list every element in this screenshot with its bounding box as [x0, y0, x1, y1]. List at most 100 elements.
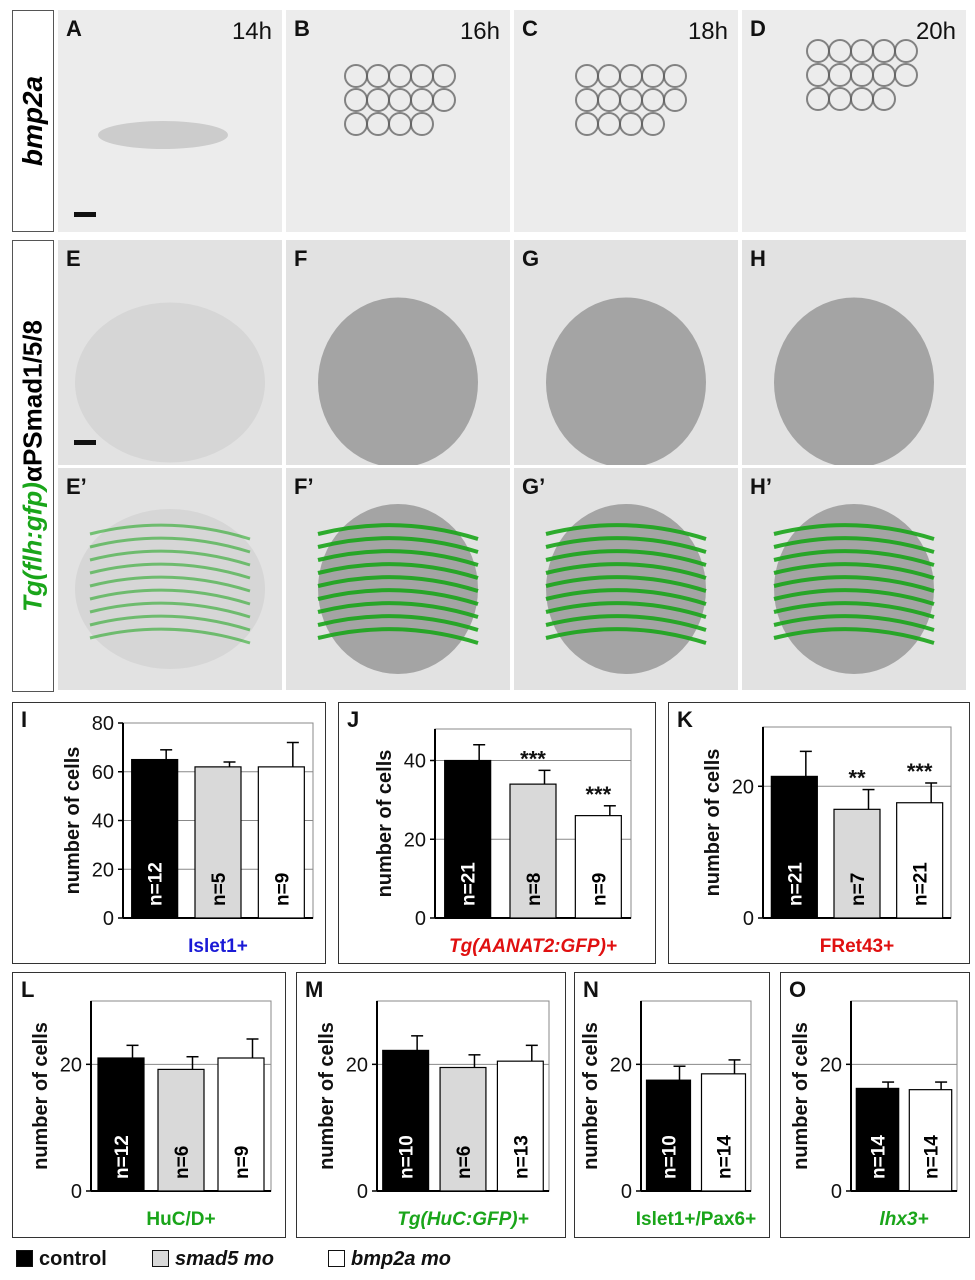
n-label: n=12: [146, 862, 167, 906]
n-label: n=7: [848, 873, 869, 906]
legend-bmp2a-label: bmp2a mo: [351, 1248, 452, 1270]
y-tick-label: 0: [743, 908, 754, 930]
chart-panel-letter: J: [347, 707, 360, 732]
micro-image-2: [344, 64, 456, 136]
legend-control-swatch: [16, 1250, 33, 1267]
micro-panel-letter: E’: [66, 474, 87, 499]
bar-control: [770, 775, 818, 919]
micro-panel-2: B 16h: [286, 10, 510, 232]
n-label: n=5: [209, 872, 230, 906]
row-label-psmad-text: Tg(flh:gfp)αPSmad1/5/8: [18, 320, 49, 612]
y-tick-label: 0: [71, 1181, 82, 1203]
micro-image-1: [98, 121, 228, 149]
x-axis-label: lhx3+: [879, 1209, 928, 1230]
y-axis-label: number of cells: [580, 1022, 602, 1170]
row-label-bmp2a: bmp2a: [12, 10, 54, 232]
legend: control smad5 mo bmp2a mo: [12, 1248, 972, 1276]
bar-control: [444, 759, 492, 919]
y-tick-label: 60: [92, 762, 114, 784]
y-tick-label: 20: [404, 829, 426, 851]
bar-control: [131, 758, 179, 919]
legend-smad5-label: smad5 mo: [175, 1248, 274, 1270]
bar-bmp2a-mo: [700, 1073, 747, 1192]
micro-panel-letter: A: [66, 16, 82, 41]
n-label: n=14: [922, 1135, 943, 1179]
micro-image-10: [317, 504, 479, 674]
legend-smad5: smad5 mo: [152, 1248, 274, 1271]
x-axis-label: FRet43+: [820, 936, 894, 957]
scale-bar: [74, 440, 96, 445]
row-label-antibody: PSmad1/5/8: [17, 320, 48, 467]
row-label-alpha: α: [17, 466, 48, 483]
n-label: n=13: [511, 1135, 532, 1179]
bar-smad5-mo: [509, 783, 557, 919]
micro-panel-letter: B: [294, 16, 310, 41]
chart-panel-letter: K: [677, 707, 693, 732]
bar-control: [645, 1079, 692, 1192]
micro-panel-12: H’: [742, 468, 966, 690]
significance-label: **: [848, 766, 866, 791]
x-axis-label: HuC/D+: [146, 1209, 215, 1230]
y-tick-label: 40: [404, 751, 426, 773]
micro-panel-time: 14h: [231, 18, 272, 45]
n-label: n=10: [397, 1135, 418, 1179]
bar-control: [97, 1057, 145, 1192]
chart-panel-letter: N: [583, 977, 599, 1002]
micro-panel-1: A 14h: [58, 10, 282, 232]
y-axis-label: number of cells: [702, 749, 724, 897]
y-tick-label: 80: [92, 713, 114, 735]
chart-panel-K: 0 20 number of cells n=21 n=7 ** n=21 *** FRet43…: [668, 702, 970, 964]
chart-panel-O: 0 20 number of cells n=14 n=14 lhx3+ O: [780, 972, 970, 1238]
micro-panel-letter: C: [522, 16, 538, 41]
y-axis-label: number of cells: [62, 747, 84, 895]
y-axis-label: number of cells: [30, 1022, 52, 1170]
legend-control-label: control: [39, 1248, 107, 1270]
y-tick-label: 20: [732, 776, 754, 798]
y-axis-label: number of cells: [374, 750, 396, 898]
micro-panel-letter: H: [750, 246, 766, 271]
micro-panel-10: F’: [286, 468, 510, 690]
chart-panel-letter: I: [21, 707, 28, 732]
y-tick-label: 40: [92, 811, 114, 833]
n-label: n=9: [272, 873, 293, 906]
x-axis-label: Tg(AANAT2:GFP)+: [449, 936, 617, 957]
micro-panel-time: 16h: [459, 18, 500, 45]
bar-control: [382, 1049, 430, 1192]
micro-panel-letter: G’: [522, 474, 546, 499]
y-tick-label: 0: [621, 1181, 632, 1203]
micro-panel-11: G’: [514, 468, 738, 690]
n-label: n=12: [112, 1135, 133, 1179]
micro-panel-6: F: [286, 240, 510, 465]
bar-bmp2a-mo: [896, 802, 944, 919]
bar-smad5-mo: [157, 1068, 205, 1192]
row-label-bmp2a-text: bmp2a: [17, 75, 48, 167]
n-label: n=10: [660, 1135, 681, 1179]
y-tick-label: 20: [60, 1054, 82, 1076]
y-tick-label: 0: [831, 1181, 842, 1203]
legend-bmp2a-swatch: [328, 1250, 345, 1267]
chart-panel-letter: O: [789, 977, 807, 1002]
micro-panel-letter: F: [294, 246, 308, 271]
micro-panel-letter: E: [66, 246, 81, 271]
n-label: n=14: [869, 1135, 890, 1179]
n-label: n=6: [454, 1146, 475, 1179]
micro-panel-letter: D: [750, 16, 766, 41]
micro-image-3: [575, 64, 687, 136]
micro-panel-time: 20h: [915, 18, 956, 45]
micro-panel-9: E’: [58, 468, 282, 690]
scale-bar: [74, 212, 96, 217]
chart-panel-M: 0 20 number of cells n=10 n=6 n=13 Tg(HuC:GFP)…: [296, 972, 566, 1238]
micro-panel-8: H: [742, 240, 966, 465]
chart-svg: 0 20 number of cells n=10 n=6 n=13 Tg(HuC:GFP)…: [316, 1000, 550, 1230]
chart-panel-letter: M: [305, 977, 324, 1002]
n-label: n=6: [172, 1146, 193, 1179]
micro-image-9: [75, 509, 265, 669]
y-tick-label: 20: [820, 1054, 842, 1076]
x-axis-label: Tg(HuC:GFP)+: [397, 1209, 528, 1230]
chart-svg: 0 20 40 number of cells n=21 n=8 *** n=9 *** Tg(A…: [374, 728, 632, 957]
micro-panel-5: E: [58, 240, 282, 465]
micro-image-5: [75, 302, 265, 463]
significance-label: ***: [520, 746, 546, 771]
micro-image-6: [318, 297, 478, 465]
y-tick-label: 0: [357, 1181, 368, 1203]
